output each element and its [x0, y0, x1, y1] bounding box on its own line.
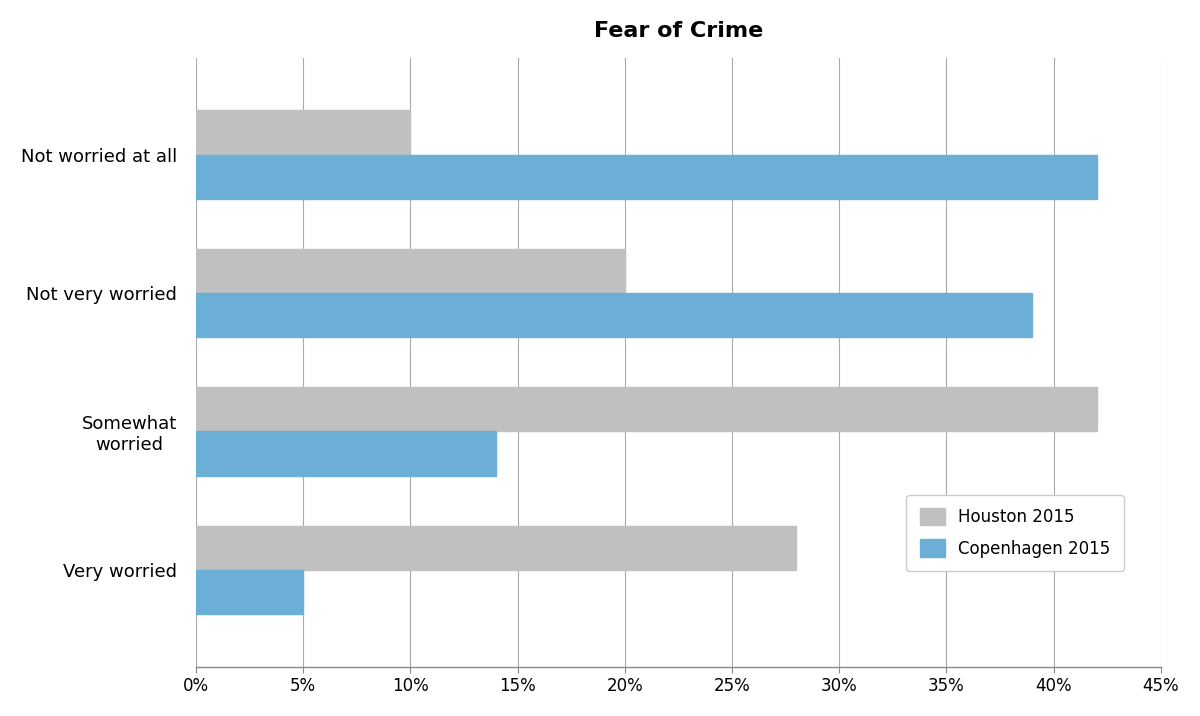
- Bar: [196, 432, 496, 475]
- Legend: Houston 2015, Copenhagen 2015: Houston 2015, Copenhagen 2015: [906, 495, 1123, 571]
- Bar: [196, 526, 797, 570]
- Bar: [196, 248, 625, 293]
- Bar: [196, 387, 1097, 432]
- Bar: [196, 293, 1032, 337]
- Bar: [196, 110, 410, 155]
- Bar: [196, 570, 304, 614]
- Title: Fear of Crime: Fear of Crime: [594, 21, 763, 41]
- Bar: [196, 155, 1097, 199]
